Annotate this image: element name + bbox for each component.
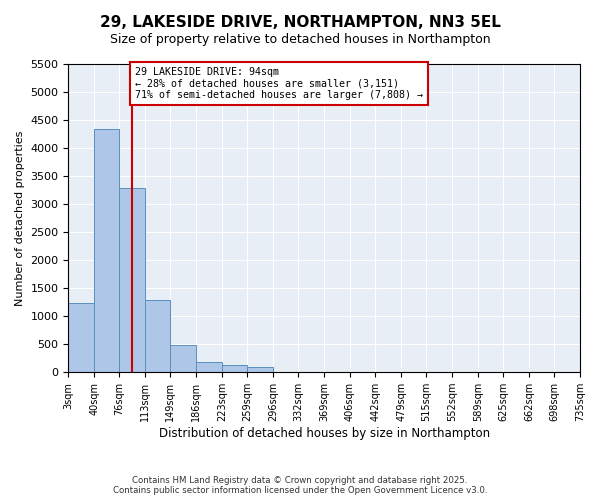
- Bar: [196, 362, 222, 372]
- Bar: [145, 300, 170, 372]
- Text: Contains HM Land Registry data © Crown copyright and database right 2025.
Contai: Contains HM Land Registry data © Crown c…: [113, 476, 487, 495]
- Bar: [170, 345, 196, 372]
- Bar: [247, 366, 273, 372]
- Text: 29 LAKESIDE DRIVE: 94sqm
← 28% of detached houses are smaller (3,151)
71% of sem: 29 LAKESIDE DRIVE: 94sqm ← 28% of detach…: [135, 67, 423, 100]
- Y-axis label: Number of detached properties: Number of detached properties: [15, 130, 25, 306]
- Bar: [94, 129, 119, 372]
- Text: Size of property relative to detached houses in Northampton: Size of property relative to detached ho…: [110, 32, 490, 46]
- Bar: [222, 365, 247, 372]
- Text: 29, LAKESIDE DRIVE, NORTHAMPTON, NN3 5EL: 29, LAKESIDE DRIVE, NORTHAMPTON, NN3 5EL: [100, 15, 500, 30]
- Bar: [119, 188, 145, 372]
- Bar: [68, 304, 94, 372]
- X-axis label: Distribution of detached houses by size in Northampton: Distribution of detached houses by size …: [158, 427, 490, 440]
